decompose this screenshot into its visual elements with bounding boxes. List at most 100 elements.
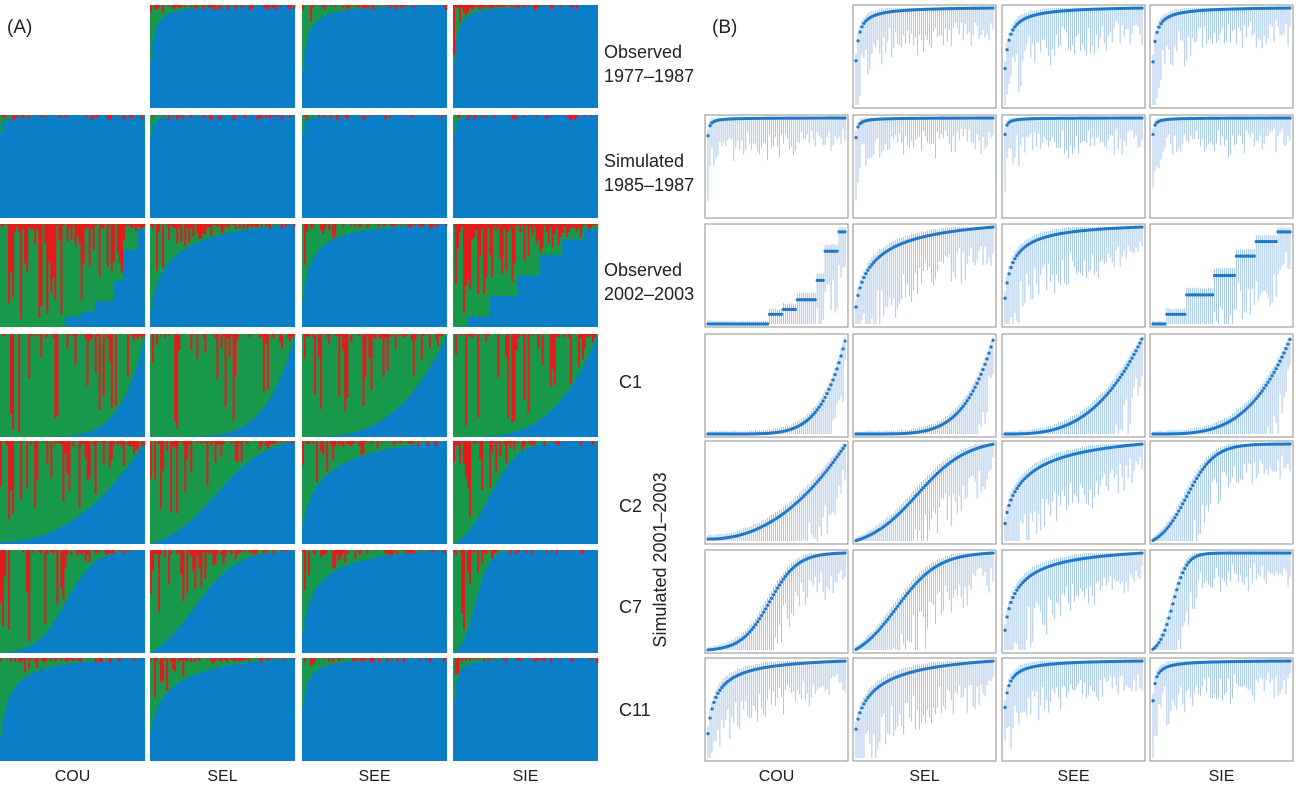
bar-green — [0, 115, 3, 135]
bar-red — [44, 441, 47, 443]
bar-green — [268, 444, 272, 449]
data-point — [811, 484, 815, 489]
bar-green — [106, 554, 110, 555]
bar-red — [434, 224, 438, 228]
bar-green — [467, 335, 470, 437]
bar-green — [258, 338, 262, 412]
bar-red — [342, 224, 345, 227]
bar-green — [312, 336, 315, 437]
bar-green — [585, 225, 589, 230]
bar-green — [10, 550, 13, 652]
data-point — [839, 354, 843, 358]
bar-green — [306, 231, 309, 275]
bar-red — [206, 441, 209, 487]
data-point — [858, 30, 862, 34]
bar-green — [394, 658, 397, 659]
bar-green — [491, 658, 494, 661]
bar-green — [368, 225, 371, 230]
bar-red — [100, 441, 103, 443]
bar-green — [569, 227, 573, 240]
bar-green — [154, 479, 157, 543]
bar-green — [250, 227, 253, 229]
bar-red — [284, 550, 288, 552]
point-panel-obs2002-SIE — [1149, 223, 1294, 328]
data-point — [833, 458, 837, 462]
bar-green — [320, 115, 323, 117]
bar-green — [238, 442, 241, 469]
bar-green — [28, 227, 31, 327]
bar-green — [28, 378, 31, 437]
bar-red — [36, 658, 39, 669]
bar-red — [595, 658, 599, 664]
bar-red — [418, 550, 422, 551]
bar-green — [392, 335, 395, 412]
bar-green — [396, 224, 399, 227]
bar-green — [196, 358, 199, 437]
bar-green — [8, 629, 11, 653]
bar-red — [136, 441, 140, 449]
bar-red — [521, 5, 524, 7]
data-point — [817, 405, 821, 409]
bar-green — [122, 240, 126, 250]
bar-green — [366, 553, 369, 560]
bar-red — [268, 550, 272, 552]
bar-green — [346, 553, 349, 565]
bar-red — [244, 658, 247, 661]
bar-red — [170, 550, 173, 554]
bar-red — [264, 5, 268, 9]
bar-green — [392, 445, 395, 448]
bar-red — [489, 5, 492, 9]
bar-red — [314, 658, 317, 663]
data-point — [991, 116, 995, 120]
bar-green — [436, 441, 440, 442]
bar-green — [164, 224, 167, 268]
bar-red — [485, 5, 488, 7]
bar-red — [310, 224, 313, 229]
bar-green — [440, 335, 444, 345]
bar-green — [547, 441, 550, 443]
bar-green — [24, 263, 27, 327]
bar-green — [204, 352, 207, 437]
bar-red — [515, 441, 518, 442]
bar-red — [388, 441, 391, 443]
bar-green — [424, 550, 428, 552]
bar-red — [575, 5, 579, 9]
bar-green — [505, 462, 508, 468]
bar-green — [316, 481, 319, 486]
bar-red — [306, 224, 309, 232]
bar-green — [372, 337, 375, 425]
bar-green — [230, 660, 233, 665]
bar-red — [108, 658, 112, 663]
bar-green — [469, 660, 472, 664]
bar-red — [56, 224, 59, 226]
bar-red — [124, 224, 128, 226]
data-point — [1130, 356, 1134, 360]
bar-red — [178, 5, 181, 9]
bar-green — [246, 444, 249, 462]
bar-green — [200, 238, 203, 241]
bar-green — [210, 334, 213, 436]
bar-green — [110, 408, 114, 416]
bar-panel-c1-COU — [0, 334, 146, 437]
bar-red — [410, 334, 414, 340]
bar-red — [244, 441, 247, 443]
bar-green — [368, 357, 371, 427]
data-point — [961, 404, 965, 408]
bar-green — [100, 550, 103, 558]
data-point — [843, 443, 847, 448]
bar-green — [579, 237, 583, 240]
bar-green — [467, 659, 470, 665]
bar-green — [312, 664, 315, 674]
bar-green — [438, 335, 442, 349]
bar-green — [228, 356, 231, 432]
bar-green — [340, 335, 343, 435]
data-point — [835, 367, 839, 371]
bar-red — [541, 658, 544, 662]
bar-green — [266, 225, 270, 227]
bar-green — [539, 334, 542, 420]
bar-green — [52, 337, 55, 437]
bar-red — [248, 224, 251, 227]
bar-red — [60, 441, 63, 445]
data-point — [979, 372, 983, 377]
bar-green — [66, 662, 69, 664]
